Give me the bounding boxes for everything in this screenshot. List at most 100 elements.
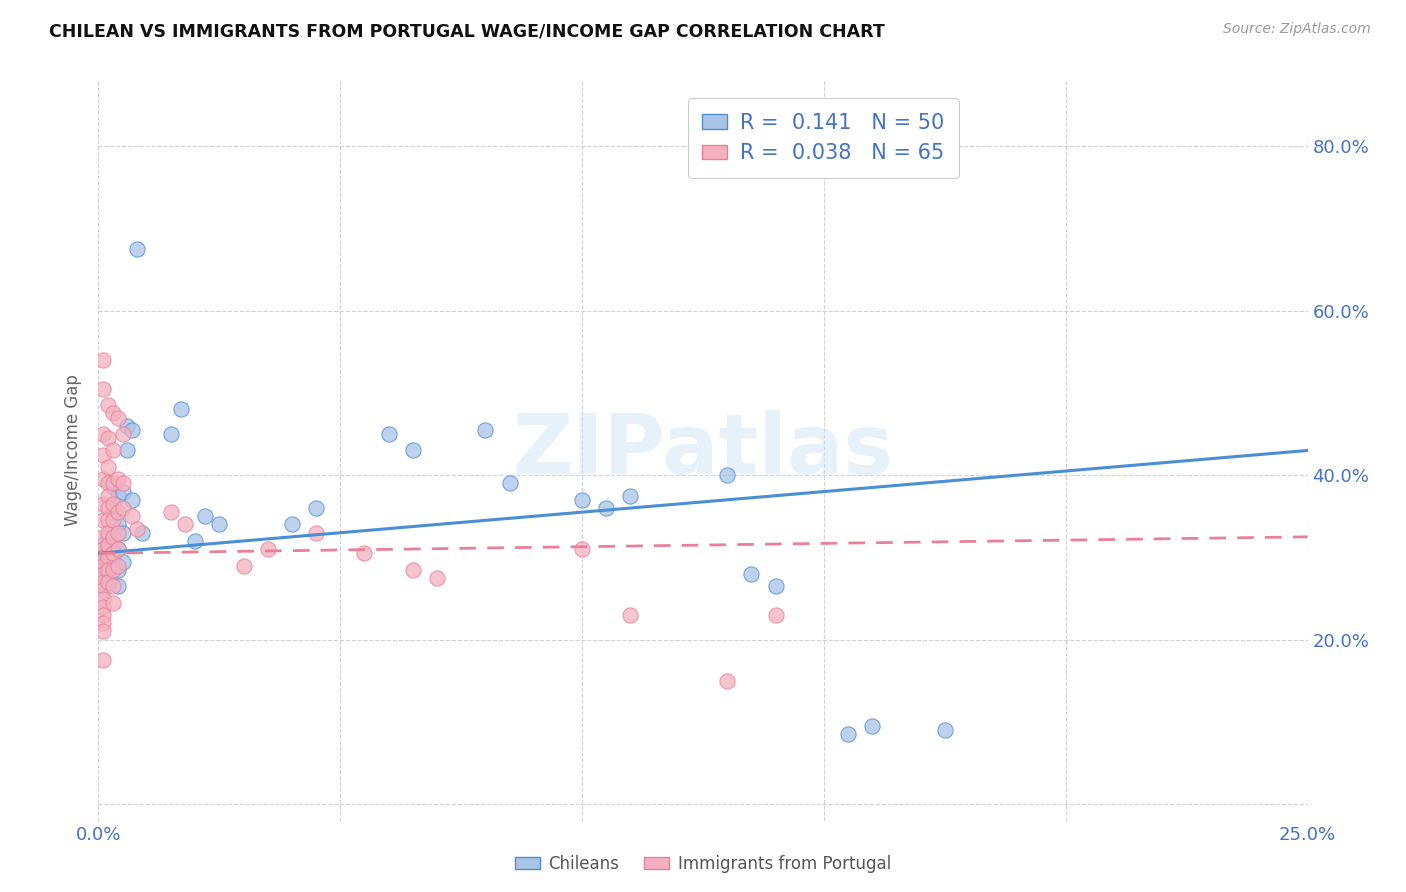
Point	[619, 489, 641, 503]
Point	[101, 476, 124, 491]
Point	[91, 497, 114, 511]
Point	[97, 459, 120, 474]
Point	[107, 542, 129, 557]
Point	[97, 566, 120, 581]
Point	[97, 554, 120, 569]
Point	[121, 492, 143, 507]
Point	[91, 563, 114, 577]
Point	[91, 546, 114, 560]
Point	[101, 497, 124, 511]
Point	[97, 530, 120, 544]
Point	[595, 501, 617, 516]
Point	[107, 517, 129, 532]
Point	[305, 501, 328, 516]
Point	[305, 525, 328, 540]
Point	[91, 616, 114, 631]
Point	[97, 550, 120, 565]
Point	[111, 427, 134, 442]
Point	[91, 607, 114, 622]
Point	[107, 505, 129, 519]
Point	[160, 505, 183, 519]
Point	[91, 558, 114, 573]
Point	[127, 242, 149, 256]
Point	[97, 398, 120, 412]
Point	[765, 579, 787, 593]
Point	[107, 410, 129, 425]
Point	[107, 563, 129, 577]
Point	[127, 522, 149, 536]
Point	[91, 353, 114, 368]
Point	[131, 525, 153, 540]
Point	[91, 513, 114, 527]
Point	[169, 402, 191, 417]
Point	[107, 579, 129, 593]
Point	[97, 501, 120, 516]
Point	[101, 443, 124, 458]
Point	[101, 530, 124, 544]
Point	[111, 525, 134, 540]
Point	[101, 579, 124, 593]
Point	[91, 530, 114, 544]
Point	[91, 427, 114, 442]
Point	[101, 522, 124, 536]
Point	[208, 517, 231, 532]
Point	[97, 431, 120, 445]
Point	[402, 563, 425, 577]
Point	[281, 517, 304, 532]
Point	[97, 525, 120, 540]
Point	[91, 538, 114, 552]
Point	[107, 525, 129, 540]
Text: CHILEAN VS IMMIGRANTS FROM PORTUGAL WAGE/INCOME GAP CORRELATION CHART: CHILEAN VS IMMIGRANTS FROM PORTUGAL WAGE…	[49, 22, 884, 40]
Point	[716, 673, 738, 688]
Point	[91, 550, 114, 565]
Text: Source: ZipAtlas.com: Source: ZipAtlas.com	[1223, 22, 1371, 37]
Point	[101, 563, 124, 577]
Point	[860, 719, 883, 733]
Point	[184, 533, 207, 548]
Point	[91, 653, 114, 667]
Point	[353, 546, 375, 560]
Point	[619, 607, 641, 622]
Point	[101, 480, 124, 494]
Point	[107, 542, 129, 557]
Point	[101, 505, 124, 519]
Point	[91, 554, 114, 569]
Point	[97, 542, 120, 557]
Point	[716, 468, 738, 483]
Point	[174, 517, 197, 532]
Point	[498, 476, 520, 491]
Point	[91, 575, 114, 590]
Point	[121, 423, 143, 437]
Point	[91, 382, 114, 396]
Point	[117, 418, 139, 433]
Point	[256, 542, 278, 557]
Point	[97, 538, 120, 552]
Point	[91, 472, 114, 486]
Point	[111, 484, 134, 499]
Point	[121, 509, 143, 524]
Point	[194, 509, 217, 524]
Legend: R =  0.141   N = 50, R =  0.038   N = 65: R = 0.141 N = 50, R = 0.038 N = 65	[688, 98, 959, 178]
Point	[934, 723, 956, 738]
Point	[107, 558, 129, 573]
Point	[91, 624, 114, 639]
Point	[97, 563, 120, 577]
Point	[97, 476, 120, 491]
Point	[837, 727, 859, 741]
Point	[91, 599, 114, 614]
Point	[101, 513, 124, 527]
Point	[740, 566, 762, 581]
Point	[97, 513, 120, 527]
Point	[111, 554, 134, 569]
Y-axis label: Wage/Income Gap: Wage/Income Gap	[65, 375, 83, 526]
Point	[377, 427, 399, 442]
Text: ZIPatlas: ZIPatlas	[513, 410, 893, 491]
Point	[101, 407, 124, 421]
Point	[91, 571, 114, 585]
Point	[111, 501, 134, 516]
Point	[107, 489, 129, 503]
Point	[402, 443, 425, 458]
Point	[571, 492, 593, 507]
Point	[101, 550, 124, 565]
Point	[111, 476, 134, 491]
